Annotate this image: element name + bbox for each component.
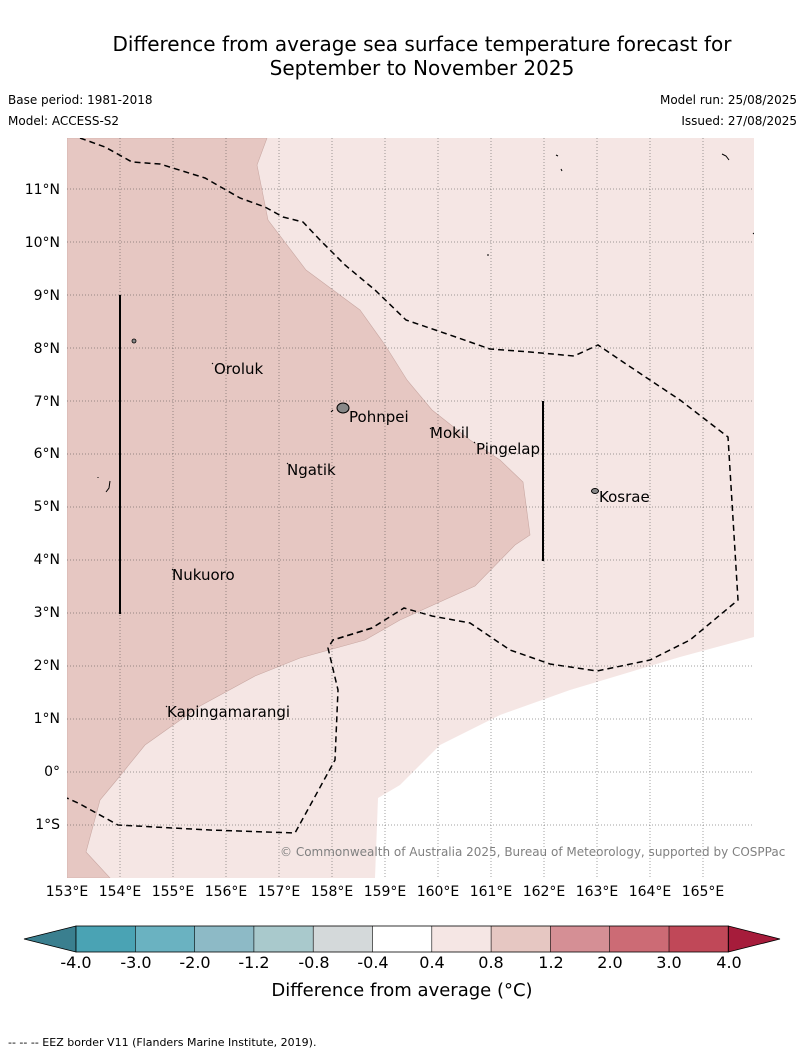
colorbar-tick: -0.8 [298,953,330,972]
lat-label: 0° [44,764,60,780]
colorbar [23,925,781,953]
lat-label: 1°S [35,817,60,833]
lat-label: 4°N [33,552,60,568]
lon-label: 154°E [98,884,142,900]
colorbar-tick: -2.0 [179,953,211,972]
neutral-anomaly-region [375,637,754,878]
lon-label: 163°E [575,884,619,900]
lon-label: 162°E [522,884,566,900]
lon-label: 158°E [310,884,354,900]
colorbar-segment [431,926,492,952]
eez-border-south [332,627,373,641]
colorbar-tick: 1.2 [538,953,564,972]
colorbar-segment [313,926,373,952]
place-label-oroluk: Oroluk [214,360,264,378]
lat-label: 8°N [33,341,60,357]
place-label-pingelap: Pingelap [476,440,541,458]
colorbar-tick: 2.0 [597,953,623,972]
colorbar-title: Difference from average (°C) [271,980,533,1001]
lon-label: 157°E [257,884,301,900]
map-title: Difference from average sea surface temp… [0,32,804,80]
lat-label: 6°N [33,446,60,462]
issued-text: Issued: 27/08/2025 [681,114,797,128]
pohnpei-island [336,402,350,414]
lat-label: 3°N [33,605,60,621]
colorbar-segment [194,926,255,952]
colorbar-tick: 4.0 [716,953,742,972]
lon-label: 159°E [363,884,407,900]
copyright-notice: © Commonwealth of Australia 2025, Bureau… [280,845,786,859]
colorbar-segment [550,926,611,952]
place-label-nukuoro: Nukuoro [172,566,235,584]
lat-label: 1°N [33,711,60,727]
place-label-ngatik: Ngatik [287,461,336,479]
colorbar-frame [75,925,729,953]
colorbar-segment [135,926,196,952]
map-title-line-1: Difference from average sea surface temp… [112,32,732,56]
colorbar-segment [76,926,136,952]
small-islets [97,153,754,708]
colorbar-tick: -1.2 [238,953,270,972]
lat-label: 9°N [33,288,60,304]
lat-label: 7°N [33,394,60,410]
strong-warm-anomaly-region [67,138,531,878]
place-label-kapingamarangi: Kapingamarangi [167,703,291,721]
eez-border-north [67,138,739,834]
place-label-pohnpei: Pohnpei [349,408,409,426]
colorbar-segment [372,926,433,952]
colorbar-tick: -0.4 [357,953,389,972]
lon-label: 164°E [628,884,672,900]
lat-label: 2°N [33,658,60,674]
lon-label: 156°E [204,884,248,900]
lat-label: 10°N [24,235,60,251]
model-run-text: Model run: 25/08/2025 [659,93,797,107]
base-period-text: Base period: 1981-2018 [8,93,153,107]
colorbar-tick: -3.0 [120,953,152,972]
lat-label: 5°N [33,499,60,515]
lon-label: 165°E [681,884,725,900]
colorbar-extension-high [727,925,781,953]
model-text: Model: ACCESS-S2 [8,114,120,128]
colorbar-tick: 0.8 [478,953,504,972]
place-label-mokil: Mokil [430,424,470,442]
colorbar-tick: 3.0 [656,953,682,972]
colorbar-tick: 0.4 [419,953,445,972]
colorbar-extension-low [23,925,77,953]
kosrae-island [591,488,599,494]
colorbar-segment [609,926,670,952]
lat-label: 11°N [24,182,60,198]
colorbar-segment [491,926,551,952]
graticule [67,138,754,878]
colorbar-segment [253,926,314,952]
lon-label: 160°E [416,884,460,900]
lon-label: 155°E [151,884,195,900]
eez-legend-footer: -- -- -- EEZ border V11 (Flanders Marine… [8,1036,317,1049]
colorbar-segment [669,926,729,952]
islet-west [131,338,137,344]
place-label-kosrae: Kosrae [599,488,650,506]
map-title-line-2: September to November 2025 [269,56,575,80]
colorbar-tick: -4.0 [60,953,92,972]
lon-label: 153°E [45,884,89,900]
lon-label: 161°E [469,884,513,900]
